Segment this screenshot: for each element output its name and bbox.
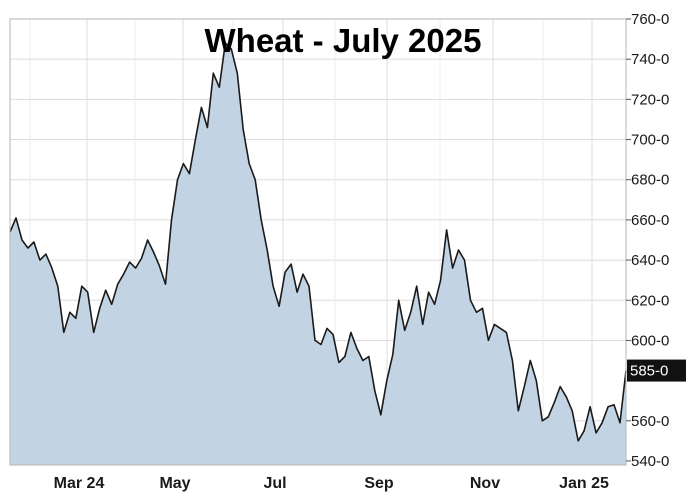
chart-title: Wheat - July 2025 [205, 22, 482, 59]
price-area [10, 43, 626, 465]
x-axis: Mar 24 May Jul Sep Nov Jan 25 [54, 475, 609, 492]
y-tick-label: 760-0 [631, 11, 669, 28]
y-tick-label: 660-0 [631, 212, 669, 229]
y-tick-label: 680-0 [631, 172, 669, 189]
y-tick-label: 740-0 [631, 51, 669, 68]
y-tick-label: 620-0 [631, 292, 669, 309]
x-tick-label: Sep [364, 475, 394, 492]
y-axis: 540-0 560-0 600-0 620-0 640-0 660-0 680-0 700-0… [626, 11, 669, 470]
y-tick-label: 700-0 [631, 132, 669, 149]
x-tick-label: Jul [263, 475, 286, 492]
last-value-badge-box [627, 359, 686, 382]
y-tick-label: 640-0 [631, 252, 669, 269]
y-tick-label: 560-0 [631, 413, 669, 430]
y-tick-label: 600-0 [631, 332, 669, 349]
x-tick-label: Nov [470, 475, 500, 492]
plot-border [9, 18, 627, 466]
y-tick-label: 720-0 [631, 91, 669, 108]
last-value-label: 585-0 [630, 363, 668, 380]
last-value-badge: 585-0 [627, 359, 686, 382]
x-tick-label: May [159, 475, 190, 492]
x-tick-label: Jan 25 [559, 475, 609, 492]
x-tick-label: Mar 24 [54, 475, 105, 492]
y-tick-label: 540-0 [631, 453, 669, 470]
price-line [9, 42, 627, 442]
